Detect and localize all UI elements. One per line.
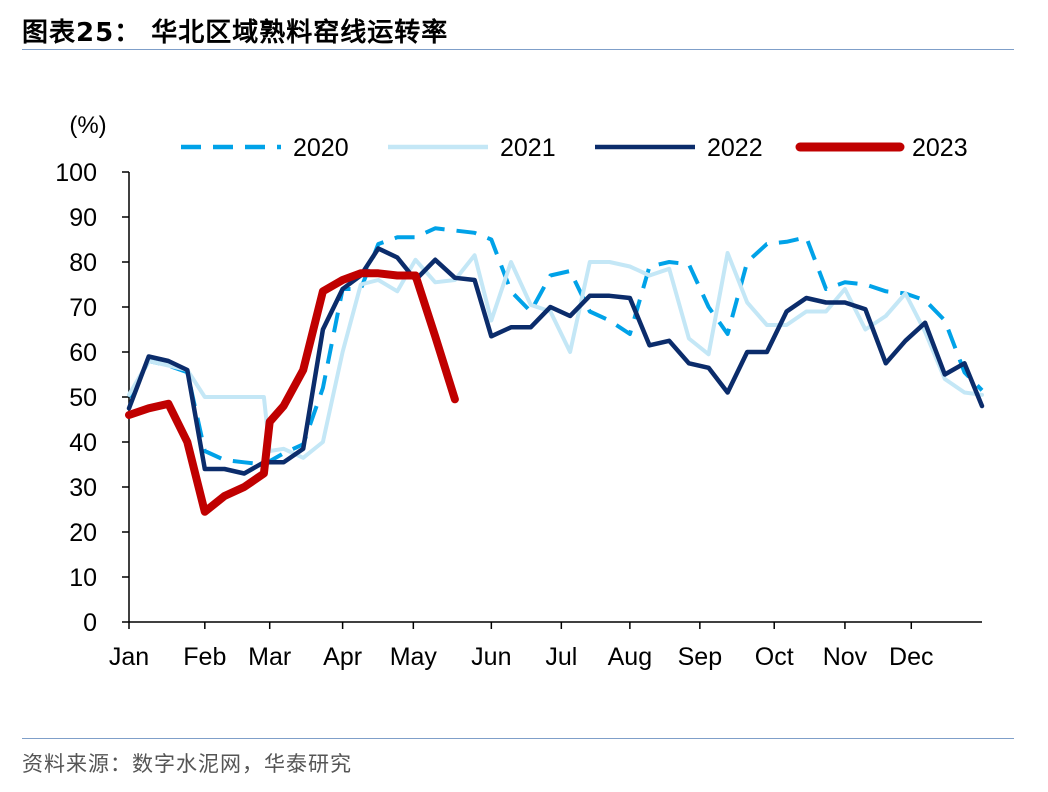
- y-tick-label: 80: [69, 249, 97, 277]
- y-tick-label: 10: [69, 564, 97, 592]
- x-tick-label: Aug: [608, 643, 652, 671]
- chart-axes: (%) 0 10 20 30 40 50 60 70 80 90 100 Jan Feb Mar Apr May…: [55, 112, 982, 671]
- x-tick-label: Jul: [545, 643, 577, 671]
- legend-label-2021: 2021: [500, 134, 556, 162]
- x-tick-label: May: [390, 643, 438, 671]
- x-tick-label: Feb: [183, 643, 226, 671]
- title-divider: [22, 49, 1014, 50]
- y-tick-label: 0: [83, 609, 97, 637]
- y-tick-label: 30: [69, 474, 97, 502]
- y-tick-label: 20: [69, 519, 97, 547]
- series-line-2020: [127, 226, 984, 467]
- x-tick-label: Jan: [109, 643, 149, 671]
- x-tick-label: Nov: [823, 643, 868, 671]
- x-tick-label: Dec: [889, 643, 933, 671]
- series-line-2022: [126, 246, 985, 476]
- y-tick-label: 90: [69, 204, 97, 232]
- y-tick-label: 100: [55, 159, 97, 187]
- legend-label-2022: 2022: [707, 134, 763, 162]
- x-tick-label: Mar: [248, 643, 291, 671]
- x-tick-label: Jun: [471, 643, 511, 671]
- x-tick-label: Sep: [678, 643, 722, 671]
- y-tick-label: 40: [69, 429, 97, 457]
- series-layer: [125, 226, 985, 516]
- source-note: 资料来源：数字水泥网，华泰研究: [22, 752, 352, 776]
- source-divider: [22, 738, 1014, 739]
- x-tick-label: Apr: [323, 643, 362, 671]
- x-tick-label: Oct: [755, 643, 794, 671]
- y-tick-label: 60: [69, 339, 97, 367]
- series-line-2023: [125, 269, 459, 516]
- chart-legend: 2020 2021 2022 2023: [181, 134, 968, 162]
- figure-title: 图表25： 华北区域熟料窑线运转率: [22, 18, 449, 48]
- y-tick-label: 70: [69, 294, 97, 322]
- y-axis-unit-label: (%): [69, 112, 106, 139]
- legend-label-2023: 2023: [912, 134, 968, 162]
- y-tick-label: 50: [69, 384, 97, 412]
- legend-label-2020: 2020: [293, 134, 349, 162]
